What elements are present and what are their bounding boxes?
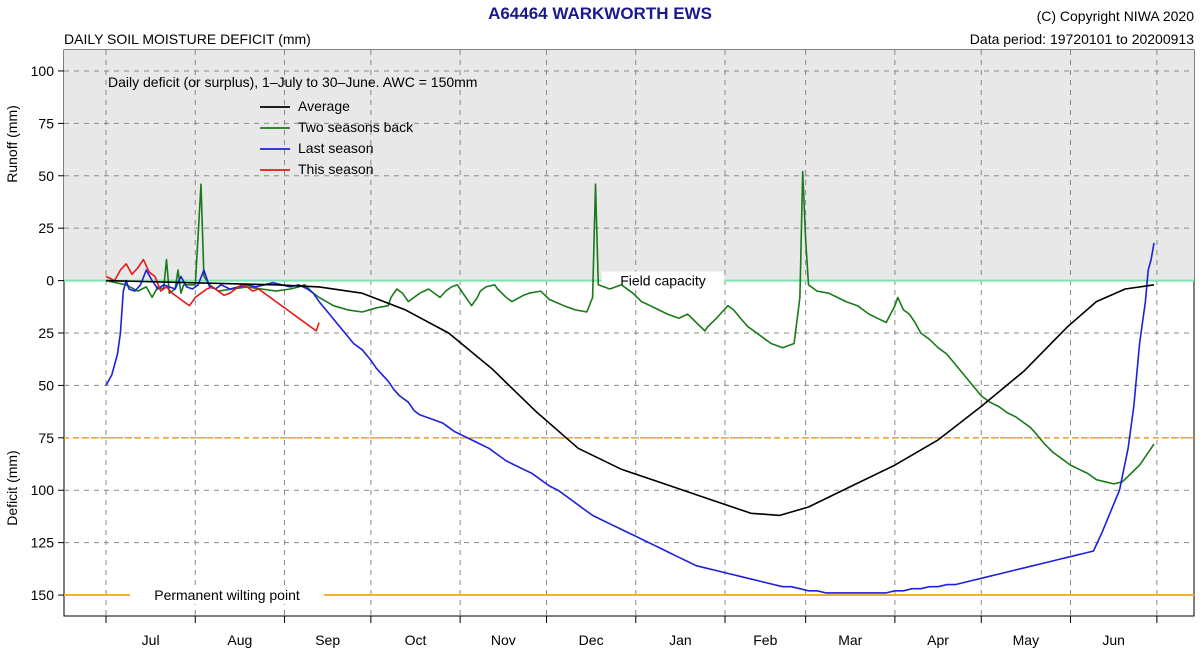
series-lines	[105, 170, 1155, 594]
x-tick-label: Nov	[491, 632, 516, 648]
y-axis-label-deficit: Deficit (mm)	[4, 450, 20, 525]
x-tick-label: Dec	[579, 632, 604, 648]
surplus-band	[64, 50, 1194, 281]
chart-title: A64464 WARKWORTH EWS	[488, 4, 712, 23]
x-tick-label: Mar	[838, 632, 862, 648]
y-tick-label: 25	[38, 325, 54, 341]
x-tick-label: Aug	[227, 632, 252, 648]
y-tick-label: 125	[31, 535, 55, 551]
x-tick-label: Jun	[1102, 632, 1125, 648]
legend-label: Two seasons back	[298, 119, 414, 135]
copyright-notice: (C) Copyright NIWA 2020	[1036, 8, 1194, 24]
reference-label-bg	[601, 271, 725, 290]
reference-lines: Field capacity Permanent wilting point	[64, 271, 1194, 605]
x-tick-label: Sep	[315, 632, 340, 648]
x-tick-label: Jan	[669, 632, 692, 648]
reference-label: Permanent wilting point	[154, 587, 300, 603]
y-tick-label: 0	[46, 273, 54, 289]
series-line-two-seasons-back	[105, 170, 1155, 485]
legend-label: This season	[298, 161, 373, 177]
series-line-last-season	[105, 242, 1155, 594]
reference-label-bg	[130, 586, 324, 605]
series-line-this-season	[105, 258, 320, 332]
y-axis-label-runoff: Runoff (mm)	[4, 105, 20, 183]
y-tick-label: 75	[38, 115, 54, 131]
chart-annotation: Daily deficit (or surplus), 1–July to 30…	[108, 74, 477, 90]
x-tick-label: Oct	[405, 632, 427, 648]
y-tick-label: 50	[38, 377, 54, 393]
axes: 100 75 50 25 0 25 50 75 100 125 150 Jul Aug Sep Oct Nov…	[31, 63, 1158, 648]
data-period: Data period: 19720101 to 20200913	[969, 31, 1194, 47]
y-tick-label: 50	[38, 168, 54, 184]
legend-label: Average	[298, 98, 350, 114]
y-tick-label: 100	[31, 482, 55, 498]
y-tick-label: 100	[31, 63, 55, 79]
reference-label: Field capacity	[620, 273, 706, 289]
y-tick-label: 150	[31, 587, 55, 603]
x-tick-label: May	[1013, 632, 1039, 648]
x-tick-label: Jul	[142, 632, 160, 648]
y-tick-label: 25	[38, 220, 54, 236]
y-tick-label: 75	[38, 430, 54, 446]
series-line-average	[105, 279, 1155, 517]
legend: Average Two seasons back Last season This s…	[260, 98, 414, 177]
legend-label: Last season	[298, 140, 374, 156]
x-tick-label: Apr	[927, 632, 949, 648]
chart-subtitle: DAILY SOIL MOISTURE DEFICIT (mm)	[64, 31, 311, 47]
x-tick-label: Feb	[753, 632, 777, 648]
